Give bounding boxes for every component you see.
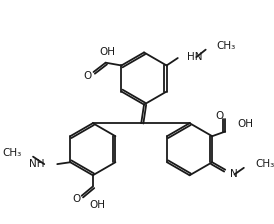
- Text: CH₃: CH₃: [3, 148, 22, 158]
- Text: O: O: [84, 71, 92, 81]
- Text: OH: OH: [90, 200, 105, 210]
- Text: N: N: [230, 169, 238, 179]
- Text: OH: OH: [237, 119, 253, 129]
- Text: CH₃: CH₃: [255, 159, 274, 169]
- Text: OH: OH: [99, 47, 116, 57]
- Text: HN: HN: [187, 52, 202, 62]
- Text: O: O: [216, 111, 224, 121]
- Text: CH₃: CH₃: [217, 41, 236, 51]
- Text: NH: NH: [29, 159, 44, 169]
- Text: O: O: [72, 194, 80, 204]
